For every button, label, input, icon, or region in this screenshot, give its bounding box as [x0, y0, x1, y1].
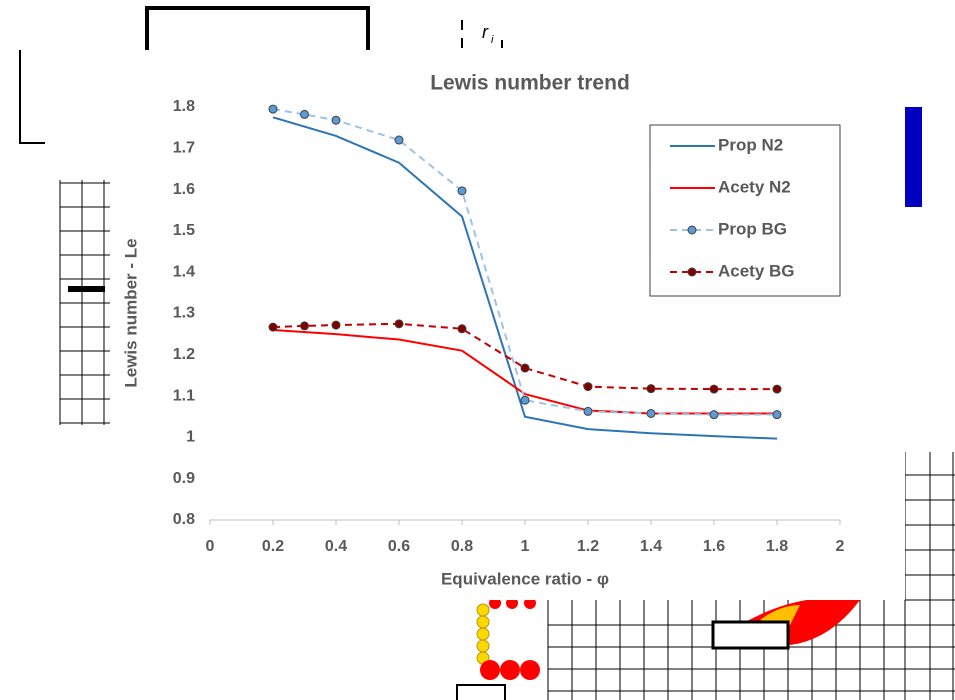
data-point [772, 384, 782, 394]
x-tick-label: 0.2 [262, 538, 284, 555]
chart-title: Lewis number trend [430, 72, 630, 95]
y-tick-label: 0.8 [173, 511, 195, 528]
y-tick-label: 1.6 [173, 181, 195, 198]
data-point [646, 384, 656, 394]
x-tick-label: 1.4 [640, 538, 662, 555]
y-tick-label: 1.4 [173, 263, 195, 280]
legend-marker [687, 267, 697, 277]
data-point [709, 410, 719, 420]
series-line [272, 329, 777, 415]
x-tick-label: 0.6 [388, 538, 410, 555]
legend-label: Acety N2 [718, 177, 791, 196]
series-line [272, 108, 777, 416]
data-point [300, 321, 309, 331]
label-r: r [482, 22, 489, 42]
small-box [456, 684, 506, 700]
yellow-beads [476, 603, 490, 665]
marks [461, 20, 503, 48]
x-tick-label: 0 [206, 538, 215, 555]
y-tick-label: 1.3 [173, 305, 195, 322]
data-point [457, 186, 467, 196]
bracket-fragment [19, 50, 45, 144]
y-tick-label: 0.9 [173, 470, 195, 487]
grid-left [59, 180, 110, 425]
x-tick-label: 1.6 [703, 538, 725, 555]
data-point [394, 135, 404, 145]
blue-bar [904, 107, 922, 207]
data-point [583, 406, 593, 416]
y-tick-label: 1.5 [173, 222, 195, 239]
data-point [268, 322, 278, 332]
series-line [272, 322, 777, 391]
x-axis-label: Equivalence ratio - φ [441, 569, 609, 588]
y-tick-label: 1.2 [173, 346, 195, 363]
yellow-arc [760, 605, 800, 625]
box-fragment [145, 6, 370, 50]
y-tick-label: 1.7 [173, 140, 195, 157]
data-point [646, 408, 656, 418]
y-tick-label: 1.1 [173, 387, 195, 404]
data-point [457, 324, 467, 334]
data-point [331, 115, 341, 125]
data-point [583, 382, 593, 392]
legend-marker [687, 225, 697, 235]
data-point [520, 363, 530, 373]
label-i: i [491, 34, 494, 46]
x-tick-label: 2 [836, 538, 845, 555]
x-tick-label: 0.8 [451, 538, 473, 555]
data-point [772, 410, 782, 420]
legend-label: Acety BG [718, 261, 795, 280]
y-tick-label: 1 [186, 429, 195, 446]
legend-label: Prop N2 [718, 135, 783, 154]
legend-label: Prop BG [718, 219, 787, 238]
data-point [394, 319, 404, 329]
y-tick-label: 1.8 [173, 98, 195, 115]
data-point [268, 104, 278, 114]
x-tick-label: 1.8 [766, 538, 788, 555]
data-point [709, 384, 719, 394]
x-tick-label: 1.2 [577, 538, 599, 555]
data-point [331, 320, 341, 330]
y-axis-label: Lewis number - Le [121, 238, 140, 387]
data-point [520, 395, 530, 405]
x-tick-label: 0.4 [325, 538, 347, 555]
x-tick-label: 1 [521, 538, 530, 555]
series-line [272, 116, 778, 440]
box [711, 620, 790, 650]
data-point [300, 109, 309, 119]
legend-box [649, 124, 841, 297]
